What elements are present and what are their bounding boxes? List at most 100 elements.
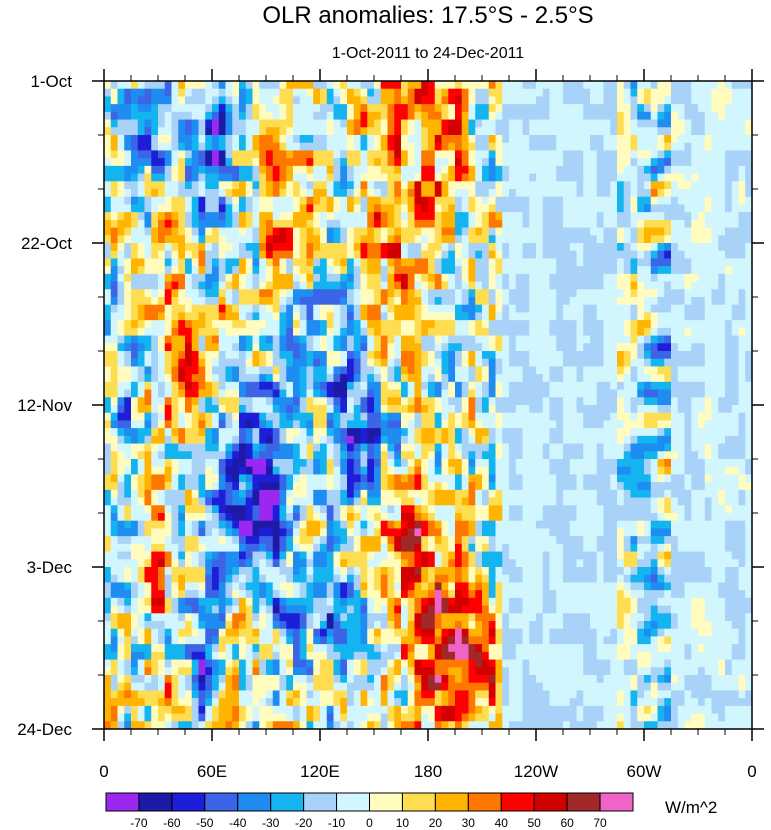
heatmap-cell xyxy=(542,119,551,128)
heatmap-cell xyxy=(380,358,389,368)
heatmap-cell xyxy=(718,466,726,476)
heatmap-cell xyxy=(266,104,274,113)
heatmap-cell xyxy=(644,351,652,360)
heatmap-cell xyxy=(657,119,665,128)
heatmap-cell xyxy=(340,474,348,483)
heatmap-cell xyxy=(495,304,503,314)
heatmap-cell xyxy=(475,420,483,429)
heatmap-cell xyxy=(259,320,267,329)
heatmap-cell xyxy=(495,204,503,213)
heatmap-cell xyxy=(293,420,301,429)
heatmap-cell xyxy=(421,443,429,452)
heatmap-cell xyxy=(529,428,537,437)
heatmap-cell xyxy=(286,181,294,190)
heatmap-cell xyxy=(711,127,719,136)
heatmap-cell xyxy=(434,181,443,190)
heatmap-cell xyxy=(603,358,611,368)
heatmap-cell xyxy=(502,474,510,483)
heatmap-cell xyxy=(657,135,665,144)
heatmap-cell xyxy=(367,88,375,98)
heatmap-cell xyxy=(529,235,537,244)
heatmap-cell xyxy=(576,119,584,128)
heatmap-cell xyxy=(178,243,186,252)
heatmap-cell xyxy=(603,327,611,337)
heatmap-cell xyxy=(522,219,530,229)
heatmap-cell xyxy=(293,381,301,391)
heatmap-cell xyxy=(401,135,409,144)
heatmap-cell xyxy=(151,412,159,422)
heatmap-cell xyxy=(178,366,186,375)
heatmap-cell xyxy=(637,351,645,360)
heatmap-cell xyxy=(252,181,260,190)
heatmap-cell xyxy=(468,474,476,483)
heatmap-cell xyxy=(738,158,746,167)
heatmap-cell xyxy=(509,312,517,321)
heatmap-cell xyxy=(212,289,220,298)
heatmap-cell xyxy=(218,250,227,260)
heatmap-cell xyxy=(623,435,632,445)
heatmap-cell xyxy=(320,351,328,360)
heatmap-cell xyxy=(455,243,463,252)
heatmap-cell xyxy=(124,343,132,352)
heatmap-cell xyxy=(509,258,517,267)
heatmap-cell xyxy=(131,320,139,329)
heatmap-cell xyxy=(671,312,679,321)
heatmap-cell xyxy=(482,397,490,406)
heatmap-cell xyxy=(353,119,362,128)
heatmap-cell xyxy=(630,297,638,306)
heatmap-cell xyxy=(556,266,564,275)
heatmap-cell xyxy=(401,189,409,198)
heatmap-cell xyxy=(441,389,449,398)
heatmap-cell xyxy=(286,204,294,213)
heatmap-cell xyxy=(347,320,355,329)
heatmap-cell xyxy=(286,104,294,113)
heatmap-cell xyxy=(468,335,476,344)
heatmap-cell xyxy=(144,435,152,445)
heatmap-cell xyxy=(360,165,368,175)
heatmap-cell xyxy=(556,335,564,344)
heatmap-cell xyxy=(617,320,625,329)
heatmap-cell xyxy=(725,158,733,167)
heatmap-cell xyxy=(448,150,456,159)
heatmap-cell xyxy=(164,397,173,406)
heatmap-cell xyxy=(239,212,247,221)
heatmap-cell xyxy=(434,104,443,113)
heatmap-cell xyxy=(515,258,524,267)
heatmap-cell xyxy=(380,219,389,229)
heatmap-cell xyxy=(144,381,152,391)
heatmap-cell xyxy=(711,119,719,128)
heatmap-cell xyxy=(191,389,200,398)
heatmap-cell xyxy=(293,335,301,344)
heatmap-cell xyxy=(117,320,125,329)
heatmap-cell xyxy=(556,150,564,159)
heatmap-cell xyxy=(252,189,260,198)
heatmap-cell xyxy=(131,111,139,121)
heatmap-cell xyxy=(137,405,146,414)
heatmap-cell xyxy=(596,304,605,314)
heatmap-cell xyxy=(239,343,247,352)
heatmap-cell xyxy=(178,96,186,105)
heatmap-cell xyxy=(185,227,193,236)
heatmap-cell xyxy=(185,304,193,314)
heatmap-cell xyxy=(218,235,227,244)
heatmap-cell xyxy=(434,189,443,198)
heatmap-cell xyxy=(644,320,652,329)
heatmap-cell xyxy=(495,281,503,290)
heatmap-cell xyxy=(468,451,476,460)
heatmap-cell xyxy=(374,443,382,452)
heatmap-cell xyxy=(657,397,665,406)
heatmap-cell xyxy=(569,312,578,321)
heatmap-cell xyxy=(110,196,119,206)
heatmap-cell xyxy=(266,381,274,391)
heatmap-cell xyxy=(144,173,152,182)
heatmap-cell xyxy=(178,320,186,329)
heatmap-cell xyxy=(401,273,409,283)
heatmap-cell xyxy=(212,343,220,352)
heatmap-cell xyxy=(549,428,557,437)
heatmap-cell xyxy=(164,81,173,90)
heatmap-cell xyxy=(144,266,152,275)
heatmap-cell xyxy=(110,304,119,314)
heatmap-cell xyxy=(563,397,571,406)
heatmap-cell xyxy=(232,420,240,429)
heatmap-cell xyxy=(374,451,382,460)
